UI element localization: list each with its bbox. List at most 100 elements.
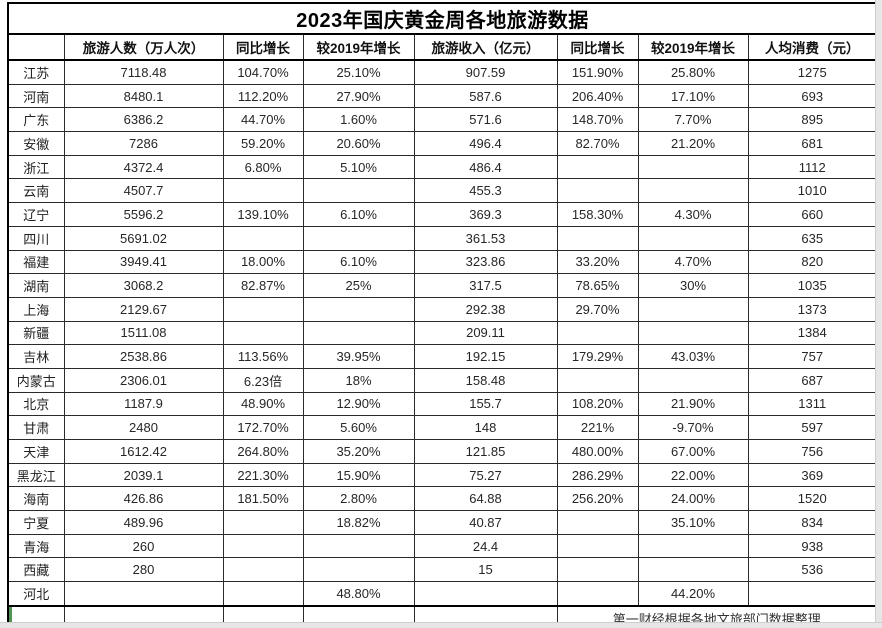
value-cell[interactable]: 155.7 (413, 391, 558, 417)
province-cell[interactable]: 西藏 (7, 557, 65, 583)
value-cell[interactable]: 25.10% (302, 59, 415, 85)
value-cell[interactable] (302, 557, 415, 583)
value-cell[interactable] (556, 557, 639, 583)
province-cell[interactable]: 湖南 (7, 273, 65, 298)
value-cell[interactable]: 5.60% (302, 415, 415, 440)
value-cell[interactable]: 1010 (747, 178, 878, 204)
value-cell[interactable]: -9.70% (637, 415, 749, 440)
value-cell[interactable] (222, 533, 304, 559)
value-cell[interactable]: 27.90% (302, 83, 415, 109)
province-cell[interactable]: 天津 (7, 439, 65, 464)
province-cell[interactable]: 浙江 (7, 154, 65, 180)
value-cell[interactable]: 139.10% (222, 202, 304, 227)
value-cell[interactable]: 1520 (747, 486, 878, 512)
value-cell[interactable]: 7.70% (637, 107, 749, 133)
value-cell[interactable]: 12.90% (302, 391, 415, 417)
value-cell[interactable]: 15 (413, 557, 558, 583)
value-cell[interactable] (63, 581, 224, 607)
value-cell[interactable]: 687 (747, 367, 878, 393)
value-cell[interactable] (637, 367, 749, 393)
value-cell[interactable] (556, 154, 639, 180)
value-cell[interactable]: 2039.1 (63, 462, 224, 488)
value-cell[interactable]: 35.20% (302, 439, 415, 464)
value-cell[interactable]: 113.56% (222, 344, 304, 369)
value-cell[interactable]: 6.80% (222, 154, 304, 180)
value-cell[interactable] (222, 320, 304, 346)
value-cell[interactable]: 4507.7 (63, 178, 224, 204)
value-cell[interactable]: 108.20% (556, 391, 639, 417)
value-cell[interactable] (222, 581, 304, 607)
value-cell[interactable] (556, 533, 639, 559)
value-cell[interactable]: 44.20% (637, 581, 749, 607)
province-cell[interactable]: 内蒙古 (7, 367, 65, 393)
value-cell[interactable]: 24.00% (637, 486, 749, 512)
value-cell[interactable]: 18.00% (222, 249, 304, 275)
value-cell[interactable]: 597 (747, 415, 878, 440)
value-cell[interactable]: 571.6 (413, 107, 558, 133)
value-cell[interactable] (637, 296, 749, 322)
province-cell[interactable]: 四川 (7, 225, 65, 251)
value-cell[interactable]: 323.86 (413, 249, 558, 275)
value-cell[interactable] (556, 225, 639, 251)
value-cell[interactable]: 1112 (747, 154, 878, 180)
value-cell[interactable]: 6.10% (302, 202, 415, 227)
province-cell[interactable]: 宁夏 (7, 510, 65, 535)
value-cell[interactable]: 3949.41 (63, 249, 224, 275)
value-cell[interactable] (637, 557, 749, 583)
value-cell[interactable]: 681 (747, 131, 878, 156)
province-cell[interactable]: 青海 (7, 533, 65, 559)
value-cell[interactable]: 148 (413, 415, 558, 440)
value-cell[interactable] (556, 320, 639, 346)
value-cell[interactable]: 317.5 (413, 273, 558, 298)
column-header[interactable]: 同比增长 (556, 33, 639, 61)
value-cell[interactable] (637, 154, 749, 180)
column-header[interactable]: 同比增长 (222, 33, 304, 61)
value-cell[interactable]: 44.70% (222, 107, 304, 133)
value-cell[interactable]: 369 (747, 462, 878, 488)
value-cell[interactable]: 104.70% (222, 59, 304, 85)
value-cell[interactable]: 693 (747, 83, 878, 109)
column-header[interactable]: 旅游人数（万人次） (63, 33, 224, 61)
value-cell[interactable] (637, 178, 749, 204)
value-cell[interactable]: 5596.2 (63, 202, 224, 227)
value-cell[interactable]: 256.20% (556, 486, 639, 512)
value-cell[interactable]: 7118.48 (63, 59, 224, 85)
value-cell[interactable]: 20.60% (302, 131, 415, 156)
value-cell[interactable]: 486.4 (413, 154, 558, 180)
value-cell[interactable]: 172.70% (222, 415, 304, 440)
value-cell[interactable]: 369.3 (413, 202, 558, 227)
value-cell[interactable] (302, 178, 415, 204)
value-cell[interactable]: 1384 (747, 320, 878, 346)
value-cell[interactable]: 1187.9 (63, 391, 224, 417)
value-cell[interactable]: 59.20% (222, 131, 304, 156)
value-cell[interactable]: 536 (747, 557, 878, 583)
province-cell[interactable]: 海南 (7, 486, 65, 512)
value-cell[interactable]: 33.20% (556, 249, 639, 275)
value-cell[interactable]: 17.10% (637, 83, 749, 109)
value-cell[interactable]: 18.82% (302, 510, 415, 535)
value-cell[interactable]: 21.20% (637, 131, 749, 156)
value-cell[interactable]: 2.80% (302, 486, 415, 512)
value-cell[interactable]: 6386.2 (63, 107, 224, 133)
value-cell[interactable]: 75.27 (413, 462, 558, 488)
value-cell[interactable] (637, 533, 749, 559)
value-cell[interactable] (413, 581, 558, 607)
value-cell[interactable]: 30% (637, 273, 749, 298)
province-cell[interactable]: 黑龙江 (7, 462, 65, 488)
column-header[interactable]: 旅游收入（亿元） (413, 33, 558, 61)
value-cell[interactable]: 82.87% (222, 273, 304, 298)
value-cell[interactable]: 2480 (63, 415, 224, 440)
value-cell[interactable]: 192.15 (413, 344, 558, 369)
value-cell[interactable]: 2129.67 (63, 296, 224, 322)
value-cell[interactable]: 455.3 (413, 178, 558, 204)
value-cell[interactable]: 3068.2 (63, 273, 224, 298)
value-cell[interactable]: 4.30% (637, 202, 749, 227)
province-cell[interactable]: 云南 (7, 178, 65, 204)
province-cell[interactable]: 安徽 (7, 131, 65, 156)
value-cell[interactable] (302, 225, 415, 251)
value-cell[interactable]: 635 (747, 225, 878, 251)
value-cell[interactable]: 18% (302, 367, 415, 393)
province-cell[interactable]: 广东 (7, 107, 65, 133)
value-cell[interactable]: 48.90% (222, 391, 304, 417)
value-cell[interactable]: 209.11 (413, 320, 558, 346)
